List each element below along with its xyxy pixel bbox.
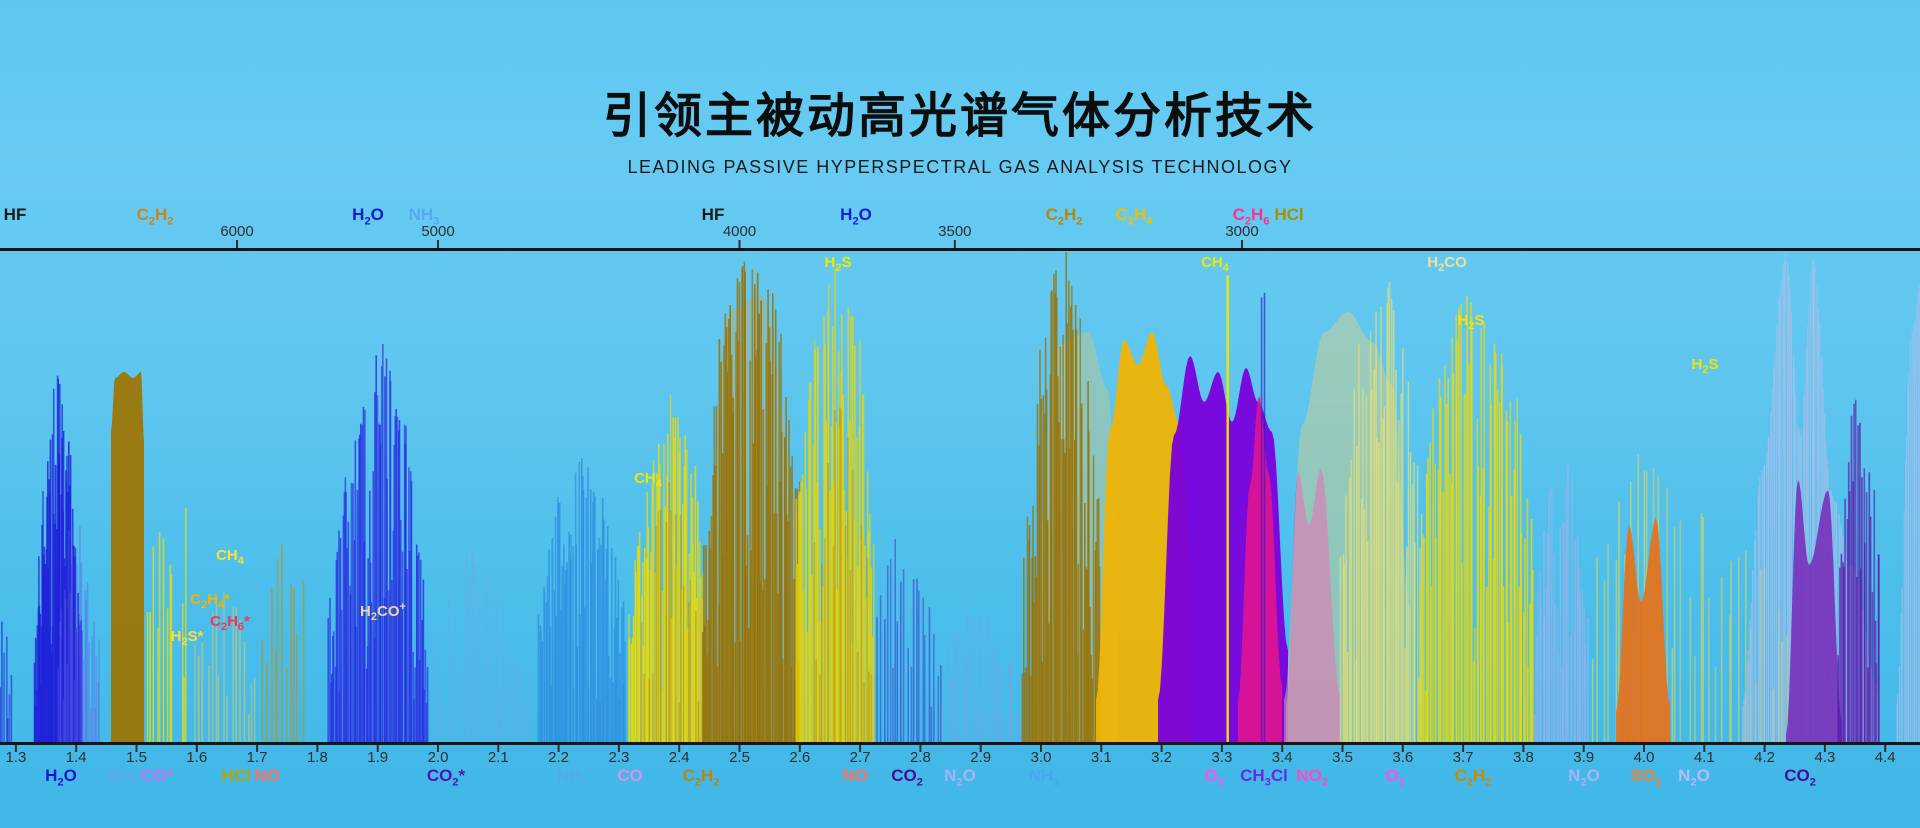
gas-label-n2o: N2O — [1568, 766, 1600, 789]
bottom-axis-tick-label: 2.9 — [970, 749, 992, 766]
bottom-axis-tick-label: 2.3 — [608, 749, 630, 766]
bottom-axis-tick-label: 1.9 — [367, 749, 389, 766]
gas-label-hf: HF — [701, 205, 725, 224]
gas-label-so2: SO2 — [1630, 766, 1662, 789]
bottom-axis-tick-label: 3.7 — [1452, 749, 1474, 766]
top-axis-tick-label: 5000 — [421, 223, 455, 240]
gas-label-co2: CO2* — [426, 766, 466, 789]
gas-label-o3: O3 — [1204, 766, 1224, 789]
bottom-axis-tick-label: 1.5 — [126, 749, 147, 766]
bottom-axis-tick-label: 1.6 — [186, 749, 208, 766]
gas-label-co2: CO2 — [1784, 766, 1816, 789]
gas-label-c2h4: C2H4* — [190, 591, 230, 611]
gas-label-hf: HF — [3, 205, 27, 224]
gas-label-h2co: H2CO+ — [360, 601, 406, 623]
gas-label-no: NO — [842, 766, 868, 785]
gas-label-nh3: NH3* — [107, 766, 145, 789]
gas-label-co: CO* — [140, 766, 174, 785]
bottom-axis-tick-label: 2.6 — [789, 749, 811, 766]
gas-label-o3: O3 — [1385, 766, 1405, 789]
bottom-axis-tick-label: 3.2 — [1151, 749, 1173, 766]
top-axis-line — [0, 248, 1920, 251]
gas-label-c2h4: C2H4 — [1115, 205, 1153, 228]
bottom-axis-tick-label: 2.1 — [487, 749, 509, 766]
bottom-axis-tick-label: 3.3 — [1211, 749, 1233, 766]
gas-label-c2h6: C2H6* — [210, 613, 250, 633]
gas-label-co2: CO2 — [891, 766, 923, 789]
gas-label-n2o: N2O — [1678, 766, 1710, 789]
gas-label-nh3: NH3 — [556, 766, 588, 789]
gas-label-h2s: H2S — [1457, 312, 1485, 332]
bottom-axis-tick-label: 4.3 — [1814, 749, 1836, 766]
gas-label-h2s: H2S — [1691, 356, 1719, 376]
bottom-axis-tick-label: 4.0 — [1633, 749, 1655, 766]
gas-label-ch4: CH4 — [634, 470, 662, 490]
bottom-axis-tick-label: 2.7 — [849, 749, 871, 766]
bottom-axis-tick-label: 4.2 — [1754, 749, 1776, 766]
bottom-axis-tick-label: 4.1 — [1693, 749, 1715, 766]
gas-label-co: CO — [617, 766, 643, 785]
gas-label-c2h2: C2H2 — [1454, 766, 1492, 789]
page-subtitle: LEADING PASSIVE HYPERSPECTRAL GAS ANALYS… — [627, 157, 1293, 177]
gas-label-nh3: NH3 — [408, 205, 440, 228]
bottom-axis-tick-label: 2.5 — [729, 749, 750, 766]
top-axis-tick-label: 3500 — [938, 223, 972, 240]
spectral-band — [1286, 468, 1340, 742]
gas-label-h2o: H2O — [352, 205, 384, 228]
bottom-axis-tick-label: 3.5 — [1332, 749, 1353, 766]
top-axis-tick-label: 3000 — [1225, 223, 1259, 240]
gas-label-hcl: HCl — [221, 766, 251, 785]
spectral-band — [1616, 518, 1670, 742]
bottom-axis-tick-label: 3.9 — [1573, 749, 1595, 766]
bottom-axis-tick-label: 1.8 — [306, 749, 328, 766]
gas-label-c2h2: C2H2 — [1045, 205, 1083, 228]
gas-label-c2h2: C2H2 — [136, 205, 174, 228]
gas-label-h2s: H2S* — [170, 628, 204, 648]
gas-label-ch4: CH4 — [1201, 254, 1229, 274]
spectral-band — [1786, 480, 1842, 742]
bottom-axis-tick-label: 3.8 — [1512, 749, 1534, 766]
top-axis-tick-label: 6000 — [220, 223, 254, 240]
gas-label-nh3: NH3 — [1028, 766, 1060, 789]
bottom-axis-tick-label: 2.0 — [427, 749, 449, 766]
gas-label-no2: NO2 — [1296, 766, 1328, 789]
gas-label-h2co: H2CO — [1427, 254, 1467, 274]
bottom-axis-tick-label: 4.4 — [1874, 749, 1896, 766]
bottom-axis-tick-label: 3.1 — [1090, 749, 1112, 766]
bottom-axis-tick-label: 2.8 — [909, 749, 931, 766]
gas-label-c2h2: C2H2 — [682, 766, 720, 789]
gas-label-n2o: N2O — [944, 766, 976, 789]
gas-label-h2o: H2O — [840, 205, 872, 228]
gas-label-h2o: H2O — [45, 766, 77, 789]
gas-label-ch3cl: CH3Cl — [1240, 766, 1288, 789]
gas-label-h2s: H2S — [824, 254, 852, 274]
bottom-axis-tick-label: 1.7 — [246, 749, 268, 766]
bottom-axis-tick-label: 3.4 — [1271, 749, 1293, 766]
bottom-axis-tick-label: 1.3 — [5, 749, 27, 766]
bottom-axis-tick-label: 1.4 — [65, 749, 87, 766]
gas-label-no: NO — [254, 766, 280, 785]
spectral-band — [1238, 396, 1282, 742]
bottom-axis-tick-label: 3.6 — [1392, 749, 1414, 766]
bottom-axis-tick-label: 2.2 — [548, 749, 570, 766]
top-axis-tick-label: 4000 — [722, 223, 757, 240]
gas-label-ch4: CH4 — [216, 547, 244, 567]
bottom-axis-tick-label: 2.4 — [668, 749, 690, 766]
bottom-axis-line — [0, 742, 1920, 745]
bottom-axis-tick-label: 3.0 — [1030, 749, 1052, 766]
page-title: 引领主被动高光谱气体分析技术 — [602, 90, 1317, 143]
spectral-band — [111, 372, 144, 742]
gas-label-c2h6: C2H6 — [1232, 205, 1270, 228]
gas-label-hcl: HCl — [1274, 205, 1304, 224]
